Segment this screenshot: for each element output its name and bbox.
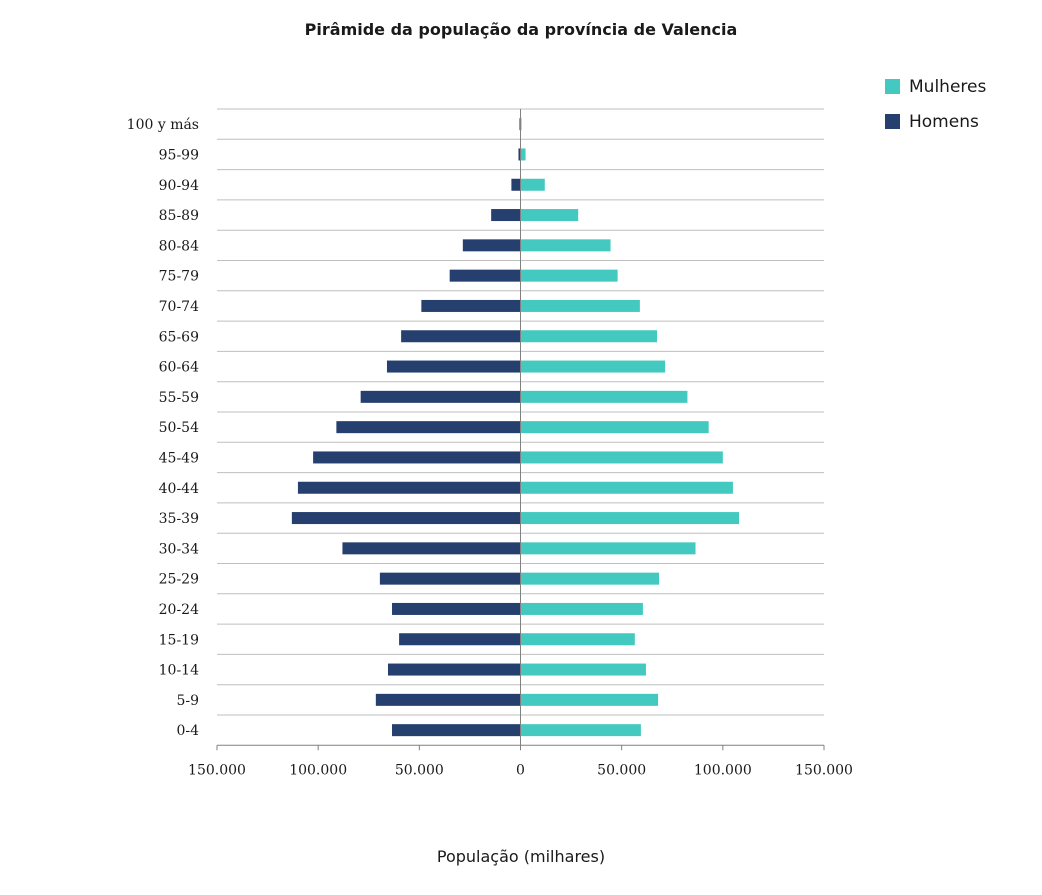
bar-homens bbox=[491, 209, 521, 222]
category-label: 100 y más bbox=[127, 117, 199, 133]
legend-label: Homens bbox=[909, 112, 979, 132]
category-label: 80-84 bbox=[159, 238, 199, 254]
bar-homens bbox=[386, 360, 521, 373]
category-label: 35-39 bbox=[159, 511, 199, 527]
category-label: 15-19 bbox=[159, 632, 199, 648]
x-tick-label: 0 bbox=[516, 762, 525, 778]
bar-homens bbox=[519, 118, 521, 131]
category-label: 70-74 bbox=[159, 299, 199, 315]
bar-homens bbox=[518, 148, 521, 161]
bar-homens bbox=[421, 299, 521, 312]
category-label: 90-94 bbox=[159, 178, 199, 194]
bar-homens bbox=[379, 572, 521, 585]
category-label: 55-59 bbox=[159, 390, 199, 406]
bar-mulheres bbox=[520, 512, 740, 525]
x-tick-label: 50.000 bbox=[597, 762, 646, 778]
category-label: 25-29 bbox=[159, 572, 199, 588]
x-tick-label: 100.000 bbox=[694, 762, 752, 778]
category-label: 95-99 bbox=[159, 147, 199, 163]
bar-homens bbox=[392, 724, 521, 737]
bar-mulheres bbox=[520, 360, 666, 373]
bar-homens bbox=[462, 239, 521, 252]
bar-mulheres bbox=[520, 572, 660, 585]
bar-homens bbox=[375, 693, 521, 706]
bar-homens bbox=[511, 178, 521, 191]
bar-homens bbox=[387, 663, 521, 676]
bar-mulheres bbox=[520, 239, 611, 252]
bar-homens bbox=[297, 481, 521, 494]
bar-mulheres bbox=[520, 299, 640, 312]
bar-homens bbox=[291, 512, 521, 525]
bar-mulheres bbox=[520, 451, 723, 464]
category-label: 45-49 bbox=[159, 450, 199, 466]
legend: Mulheres Homens bbox=[885, 77, 986, 132]
chart-title: Pirâmide da população da província de Va… bbox=[304, 20, 738, 39]
bar-mulheres bbox=[520, 421, 709, 434]
category-label: 30-34 bbox=[159, 541, 199, 557]
bar-homens bbox=[392, 602, 521, 615]
category-label: 10-14 bbox=[159, 663, 199, 679]
bar-homens bbox=[360, 390, 521, 403]
bar-mulheres bbox=[520, 481, 733, 494]
bar-mulheres bbox=[520, 542, 696, 555]
bar-homens bbox=[313, 451, 521, 464]
legend-swatch bbox=[885, 114, 900, 129]
category-label: 5-9 bbox=[176, 693, 199, 709]
bar-mulheres bbox=[520, 633, 635, 646]
x-tick-labels: 150.000 100.000 50.000 0 50.000 100.000 150.00… bbox=[188, 762, 853, 778]
category-label: 85-89 bbox=[159, 208, 199, 224]
x-axis-title: População (milhares) bbox=[437, 847, 605, 866]
x-tick-label: 100.000 bbox=[289, 762, 347, 778]
bar-homens bbox=[401, 330, 521, 343]
bar-mulheres bbox=[520, 209, 579, 222]
bar-mulheres bbox=[520, 178, 545, 191]
legend-swatch bbox=[885, 79, 900, 94]
bar-mulheres bbox=[520, 269, 618, 282]
category-labels: 100 y más 95-99 90-94 85-89 80-84 75-79 70-74 6… bbox=[127, 117, 199, 739]
legend-label: Mulheres bbox=[909, 77, 986, 97]
bar-mulheres bbox=[520, 602, 643, 615]
category-label: 60-64 bbox=[159, 360, 199, 376]
bar-mulheres bbox=[520, 330, 658, 343]
category-label: 20-24 bbox=[159, 602, 199, 618]
category-label: 0-4 bbox=[176, 723, 199, 739]
bar-mulheres bbox=[520, 148, 526, 161]
category-label: 40-44 bbox=[159, 481, 199, 497]
category-label: 75-79 bbox=[159, 269, 199, 285]
bar-mulheres bbox=[520, 390, 688, 403]
bar-homens bbox=[342, 542, 521, 555]
category-label: 50-54 bbox=[159, 420, 199, 436]
bar-mulheres bbox=[520, 663, 646, 676]
bar-homens bbox=[336, 421, 521, 434]
x-tick-label: 150.000 bbox=[795, 762, 853, 778]
bar-mulheres bbox=[520, 724, 641, 737]
bar-mulheres bbox=[520, 693, 659, 706]
x-tick-label: 150.000 bbox=[188, 762, 246, 778]
bars bbox=[291, 118, 740, 737]
bar-homens bbox=[399, 633, 521, 646]
bar-mulheres bbox=[520, 118, 522, 131]
axes bbox=[216, 109, 825, 751]
category-label: 65-69 bbox=[159, 329, 199, 345]
bar-homens bbox=[449, 269, 521, 282]
x-tick-label: 50.000 bbox=[395, 762, 444, 778]
